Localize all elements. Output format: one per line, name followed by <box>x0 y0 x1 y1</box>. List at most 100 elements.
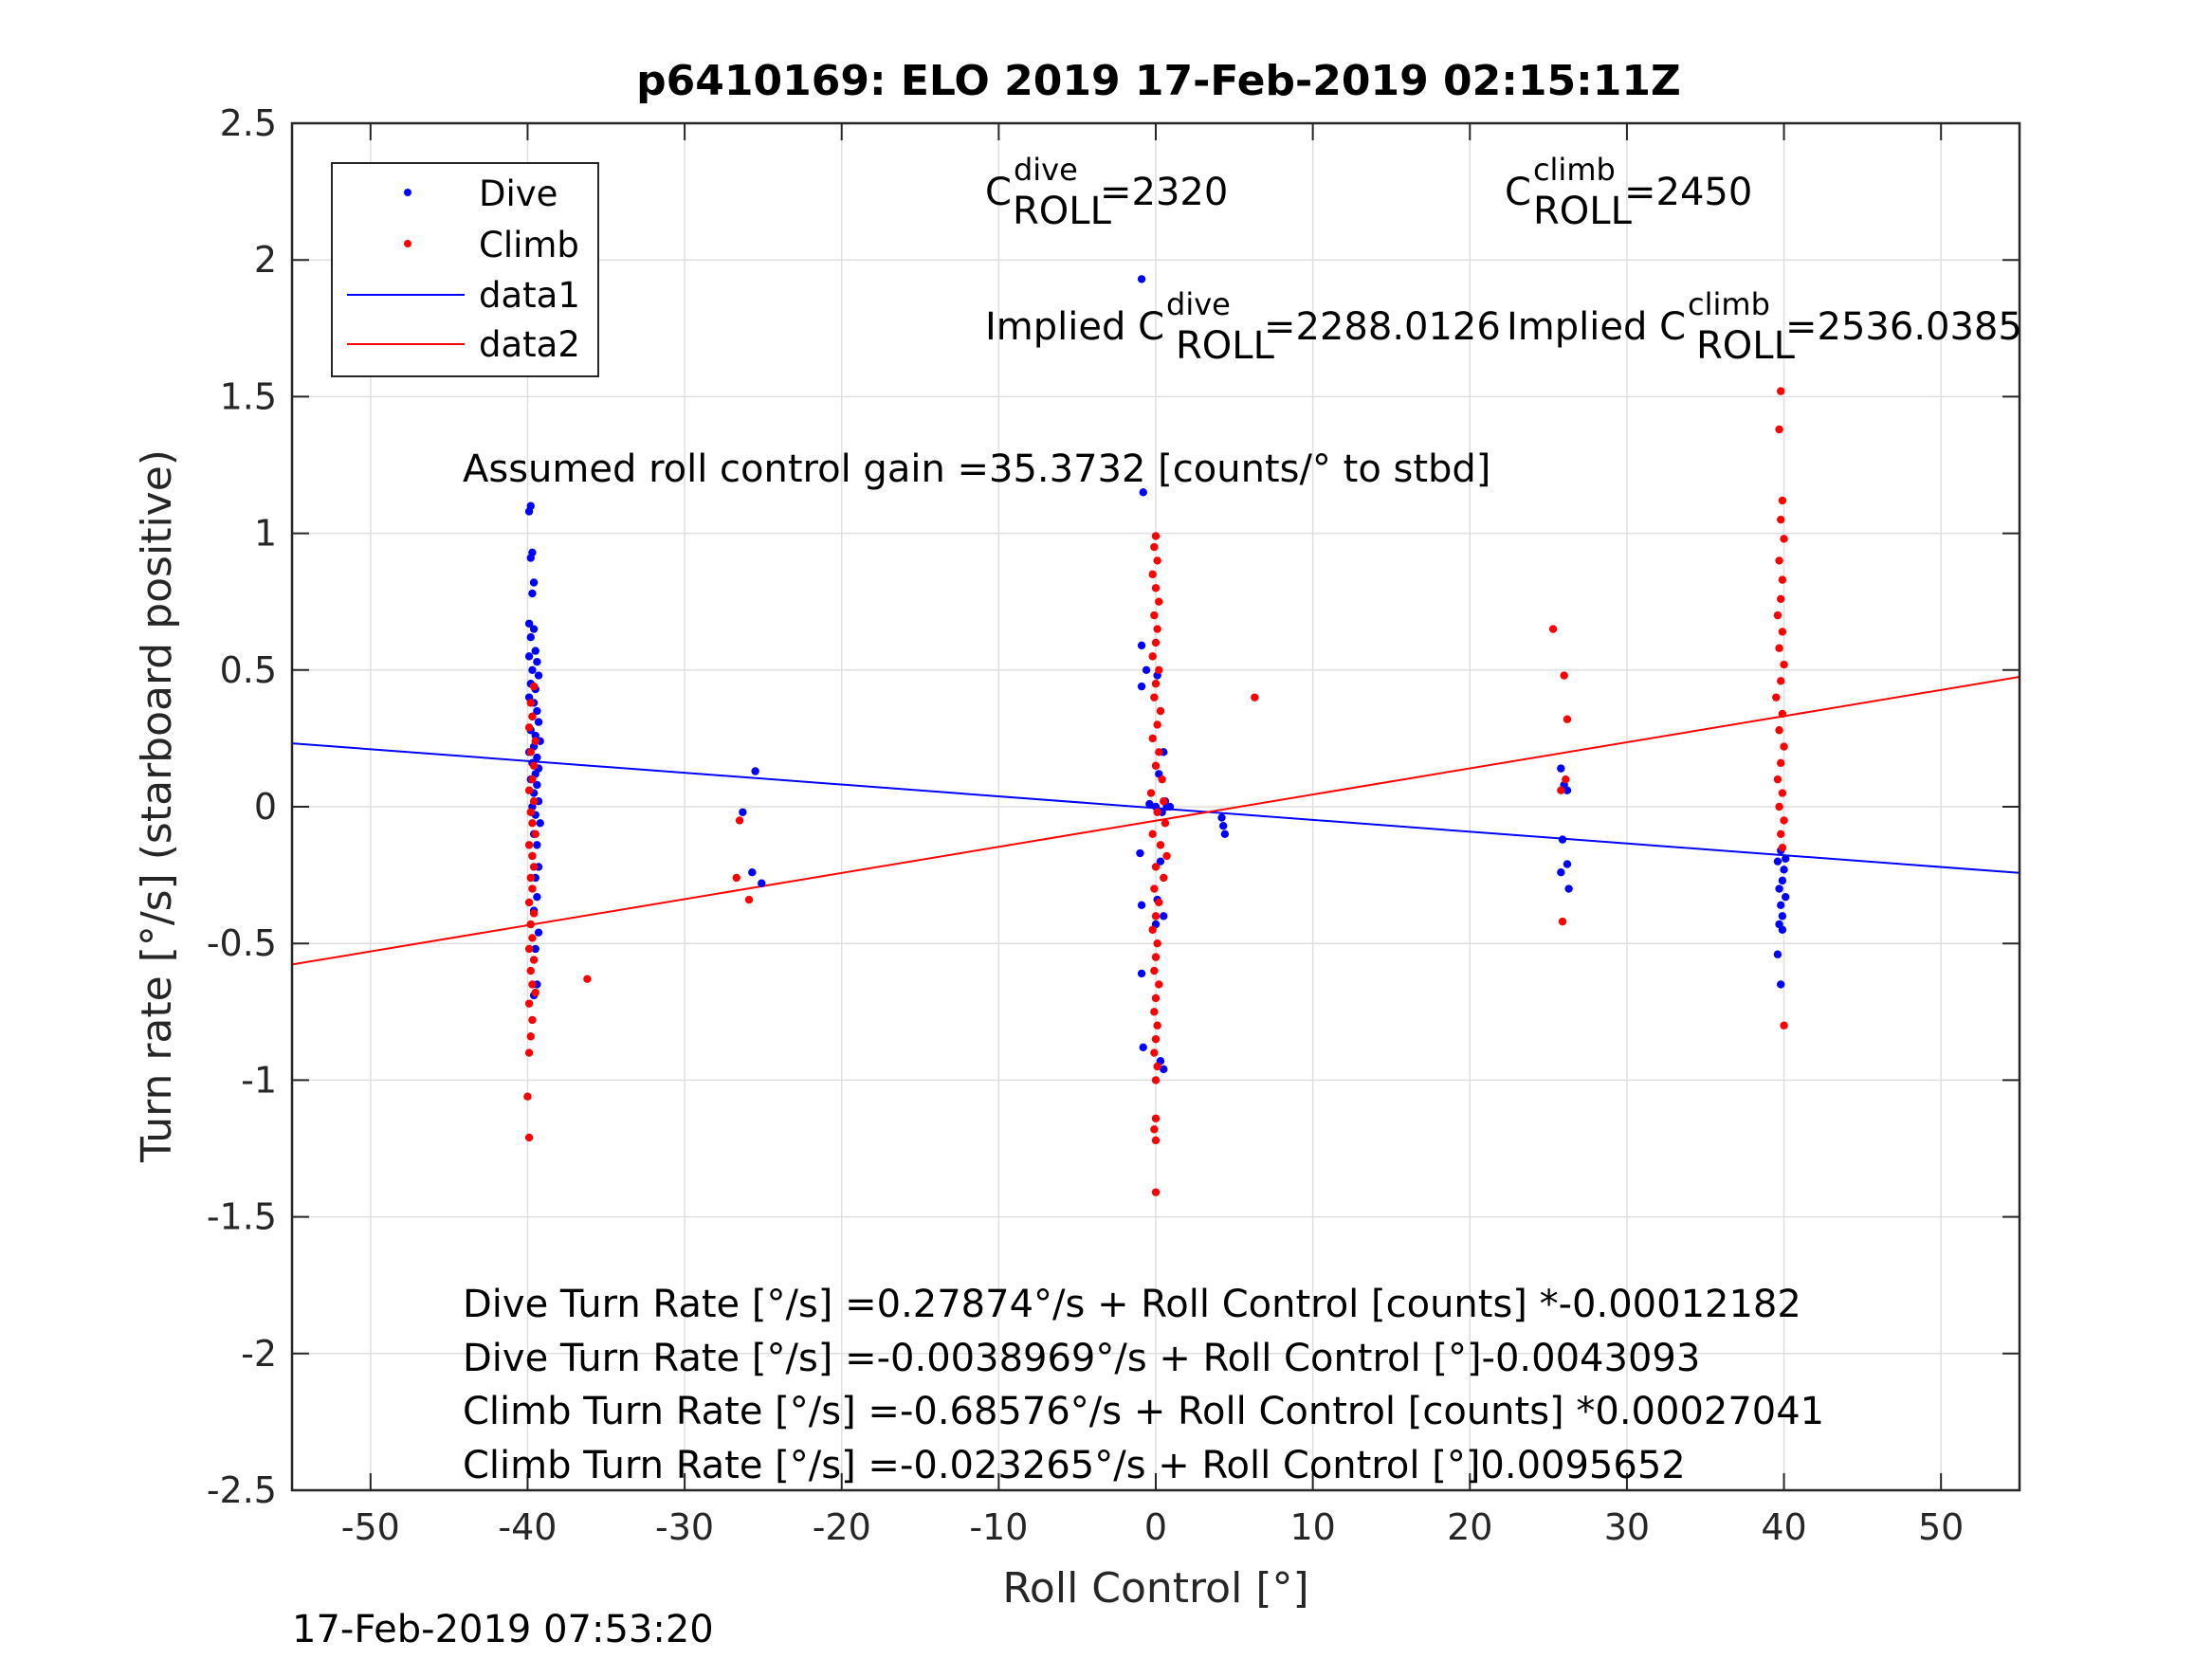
climb-point <box>526 966 535 975</box>
climb-point <box>1156 841 1165 849</box>
c-climb-sub: ROLL <box>1533 190 1633 233</box>
climb-point <box>1560 671 1568 680</box>
dive-point <box>1773 857 1782 866</box>
y-tick-label: -0.5 <box>207 922 277 964</box>
climb-point <box>531 737 539 745</box>
climb-point <box>1563 715 1572 723</box>
dive-point <box>1563 786 1572 794</box>
climb-point <box>526 920 535 929</box>
dive-point <box>529 578 539 587</box>
climb-point <box>1150 884 1159 893</box>
climb-point <box>1160 873 1168 883</box>
climb-point <box>529 682 539 691</box>
y-tick-label: -1.5 <box>207 1196 277 1238</box>
c-dive-value: =2320 <box>1100 171 1228 214</box>
dive-point <box>1780 866 1788 874</box>
y-tick-label: -2 <box>241 1333 277 1375</box>
climb-point <box>1777 758 1785 768</box>
climb-point <box>1148 734 1157 743</box>
dive-point <box>524 619 534 628</box>
climb-point <box>1150 1008 1159 1016</box>
dive-point <box>1775 884 1783 893</box>
climb-point <box>1161 819 1170 828</box>
dive-point <box>1557 764 1565 773</box>
dive-point <box>1160 912 1168 921</box>
climb-point <box>526 873 535 883</box>
implied-dive-value: =2288.0126 <box>1264 305 1501 349</box>
climb-point <box>1151 761 1161 770</box>
climb-point <box>529 797 539 806</box>
climb-point <box>1778 575 1787 584</box>
climb-point <box>1151 1188 1161 1196</box>
c-climb-sup: climb <box>1533 152 1616 188</box>
climb-point <box>1148 925 1157 934</box>
dive-point <box>1137 969 1146 978</box>
dive-point <box>1142 665 1151 674</box>
climb-point <box>1548 625 1558 633</box>
dive-point <box>534 928 543 937</box>
climb-point <box>1155 597 1163 606</box>
climb-point <box>528 1015 537 1025</box>
dive-point <box>1217 813 1226 822</box>
climb-point <box>1777 594 1785 604</box>
climb-point <box>1150 1125 1159 1134</box>
climb-point <box>1773 611 1782 620</box>
climb-point <box>1148 652 1157 661</box>
climb-point <box>524 841 534 849</box>
dive-point <box>1137 275 1146 283</box>
climb-point <box>735 816 744 825</box>
climb-point <box>1780 1021 1788 1030</box>
implied-climb-value: =2536.0385 <box>1785 305 2022 349</box>
dive-point <box>1145 799 1154 809</box>
y-tick-label: 0 <box>254 786 277 828</box>
climb-point <box>1146 789 1156 797</box>
climb-point <box>529 956 539 964</box>
climb-point <box>1775 425 1783 434</box>
climb-point <box>1153 556 1161 565</box>
climb-point <box>528 980 537 989</box>
climb-point <box>1153 939 1161 948</box>
y-tick-label: -1 <box>241 1059 277 1101</box>
climb-point <box>524 944 534 954</box>
climb-point <box>1153 1021 1161 1030</box>
series-climb <box>523 387 1788 1196</box>
dive-point <box>1564 884 1573 893</box>
dive-point <box>1156 857 1165 866</box>
dive-point <box>751 767 759 775</box>
climb-point <box>528 851 537 861</box>
climb-point <box>1151 863 1161 871</box>
climb-point <box>1153 625 1161 633</box>
climb-point <box>524 1048 534 1057</box>
legend-label-dive: Dive <box>479 173 558 214</box>
legend: Dive Climb data1 data2 <box>331 162 599 377</box>
x-tick-label: -50 <box>341 1506 400 1548</box>
climb-point <box>1151 912 1161 921</box>
dive-point <box>534 671 543 680</box>
dive-point <box>748 868 757 877</box>
dive-point <box>1777 980 1785 989</box>
climb-point <box>1150 611 1159 620</box>
dive-point <box>528 589 537 598</box>
x-tick-label: -10 <box>969 1506 1028 1548</box>
data-points <box>523 275 1790 1196</box>
climb-point <box>524 723 534 732</box>
dive-point <box>1137 682 1146 691</box>
climb-point <box>526 808 535 816</box>
climb-point <box>1775 802 1783 811</box>
climb-point <box>1148 570 1157 579</box>
x-tick-labels: -50 -40 -30 -20 -10 0 10 20 30 40 50 <box>341 1506 1965 1548</box>
equation-climb-counts: Climb Turn Rate [°/s] =-0.68576°/s + Rol… <box>463 1390 1824 1433</box>
climb-point <box>1151 1076 1161 1085</box>
equation-climb-degrees: Climb Turn Rate [°/s] =-0.023265°/s + Ro… <box>463 1444 1686 1487</box>
climb-point <box>529 909 539 918</box>
climb-point <box>1151 680 1161 688</box>
climb-point <box>1775 644 1783 652</box>
climb-point <box>1151 532 1161 540</box>
dive-point <box>1137 901 1146 910</box>
dive-point <box>1136 848 1144 858</box>
implied-dive-prefix: Implied C <box>985 305 1164 349</box>
dive-point <box>1137 641 1146 650</box>
dive-point <box>531 647 539 655</box>
y-tick-label: 0.5 <box>220 649 277 691</box>
